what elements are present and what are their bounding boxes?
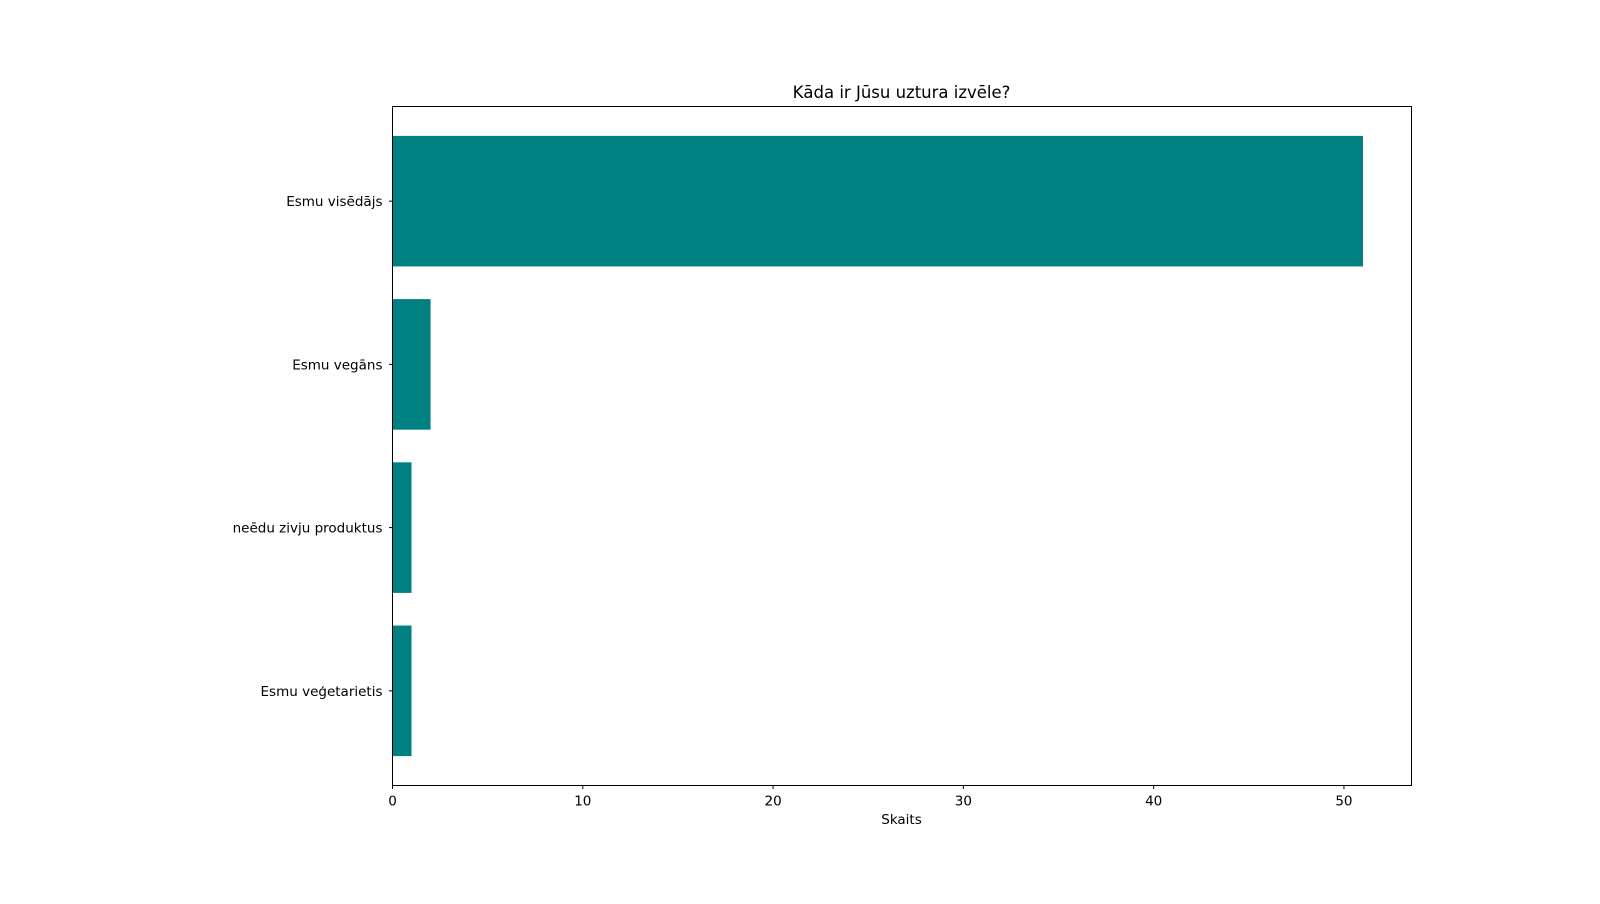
x-axis-label: Skaits [881, 812, 922, 828]
bar [392, 625, 412, 757]
x-tick-label: 40 [1145, 794, 1162, 810]
y-tick-label: neēdu zivju produktus [233, 521, 383, 537]
bar [392, 135, 1363, 267]
x-tick-label: 30 [955, 794, 972, 810]
y-tick-label: Esmu visēdājs [286, 194, 382, 210]
x-tick-label: 10 [574, 794, 591, 810]
x-tick-label: 20 [764, 794, 781, 810]
y-tick-label: Esmu veģetarietis [261, 684, 383, 700]
x-tick-label: 50 [1335, 794, 1352, 810]
y-tick-label: Esmu vegāns [292, 357, 382, 373]
bar [392, 462, 412, 593]
x-tick-label: 0 [388, 794, 397, 810]
chart-title: Kāda ir Jūsu uztura izvēle? [793, 83, 1011, 102]
bar [392, 299, 431, 430]
plot-frame [392, 106, 1412, 786]
